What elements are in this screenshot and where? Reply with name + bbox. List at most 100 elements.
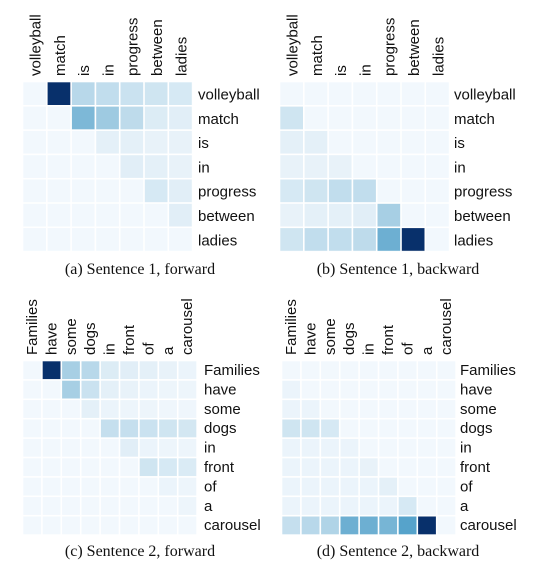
row-label: a [460,498,469,515]
heatmap-cell [22,360,42,380]
heatmap-cell [359,496,379,516]
panel-caption: (c) Sentence 2, forward [65,543,215,560]
heatmap-cell [376,203,401,228]
heatmap-cell [42,418,62,438]
column-label: some [63,318,80,355]
heatmap-cell [436,515,456,535]
row-label: volleyball [198,87,260,104]
column-label: is [333,65,350,76]
heatmap-cell [359,438,379,458]
panel-a-sentence1-forward: volleyball match is in progress between ladies… [22,14,260,278]
heatmap-cell [339,418,359,438]
heatmap-cell [71,81,96,106]
heatmap-cell [42,515,62,535]
heatmap-cell [320,399,340,419]
heatmap-cell [436,496,456,516]
heatmap-cell [158,515,178,535]
heatmap-cell [328,178,353,203]
heatmap-cell [168,130,193,155]
heatmap-cell [95,81,120,106]
row-label: dogs [204,420,237,437]
heatmap-cell [303,227,328,252]
heatmap-cell [119,81,144,106]
heatmap-cell [352,227,377,252]
heatmap-cell [61,418,81,438]
heatmap-cell [359,457,379,477]
row-label: in [204,440,216,457]
heatmap-cell [61,360,81,380]
heatmap-cell [339,477,359,497]
heatmap-cell [281,438,301,458]
heatmap-cell [417,496,437,516]
heatmap-cell [61,515,81,535]
heatmap-cell [61,457,81,477]
heatmap-cell [42,477,62,497]
heatmap-cell [144,178,169,203]
heatmap-cell [320,515,340,535]
heatmap-cell [339,515,359,535]
column-label: dogs [341,322,358,355]
heatmap-cell [359,360,379,380]
heatmap-cell [95,130,120,155]
row-label: in [460,440,472,457]
heatmap-cell [359,515,379,535]
heatmap-cell [22,515,42,535]
heatmap-cell [119,154,144,179]
heatmap-cell [139,418,159,438]
heatmap-cell [320,438,340,458]
column-label: have [43,322,60,355]
heatmap-cell [352,154,377,179]
column-label: progress [125,18,142,76]
heatmap-cell [100,457,120,477]
column-label: front [121,324,138,355]
row-label: front [204,459,235,476]
heatmap-cell [279,178,304,203]
heatmap-cell [436,438,456,458]
heatmap-cell [320,457,340,477]
column-label: progress [382,18,399,76]
heatmap-cell [359,477,379,497]
heatmap-cell [144,81,169,106]
heatmap-cell [177,438,197,458]
heatmap-cell [378,360,398,380]
heatmap-cell [436,399,456,419]
heatmap-cell [279,106,304,130]
heatmap-cell [22,227,47,252]
heatmap-cell [398,399,418,419]
heatmap-cell [168,81,193,106]
heatmap-cell [139,477,159,497]
heatmap-cell [328,130,353,155]
heatmap-cell [119,360,139,380]
panel-caption: (d) Sentence 2, backward [317,543,480,560]
heatmap-cell [359,380,379,400]
heatmap-cell [401,130,426,155]
heatmap-cell [398,438,418,458]
heatmap-cell [22,380,42,400]
column-label: between [149,19,166,76]
row-label: front [460,459,491,476]
heatmap-cell [339,360,359,380]
heatmap-cell [22,399,42,419]
heatmap-cell [417,438,437,458]
heatmap-cell [80,515,100,535]
heatmap-cell [158,360,178,380]
heatmap-cell [425,106,450,130]
heatmap-cell [168,203,193,228]
heatmap-cell [100,418,120,438]
heatmap-cell [71,106,96,130]
heatmap-cell [22,81,47,106]
column-label: have [302,322,319,355]
heatmap-cell [158,477,178,497]
heatmap-cell [119,438,139,458]
heatmap-cell [281,399,301,419]
heatmap-cell [139,438,159,458]
column-label: Families [24,299,41,355]
heatmap-cell [46,130,71,155]
heatmap-cell [378,477,398,497]
heatmap-cell [376,154,401,179]
heatmap-cell [139,457,159,477]
row-label: progress [198,184,256,201]
heatmap-cell [46,154,71,179]
column-label: volleyball [28,14,45,76]
column-label: dogs [82,322,99,355]
